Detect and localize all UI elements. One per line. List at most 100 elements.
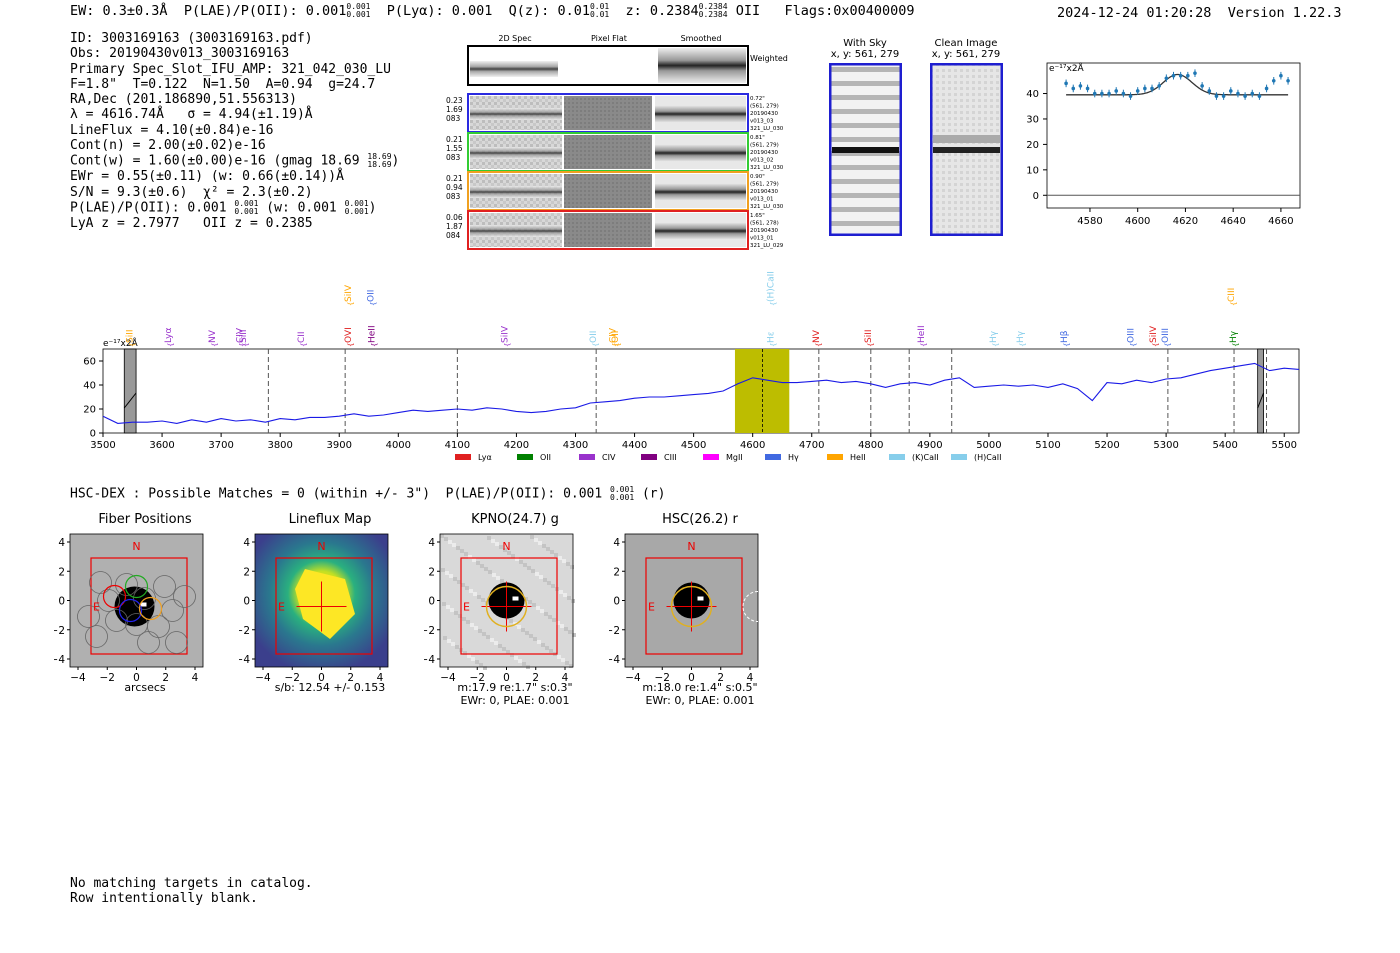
info-lambda: λ = 4616.74Å σ = 4.94(±1.19)Å <box>70 107 313 123</box>
info-id: ID: 3003169163 (3003169163.pdf) <box>70 31 313 46</box>
cutout-y-tick: −4 <box>424 654 435 666</box>
emission-highlight <box>734 349 790 433</box>
cutout-y-tick: 0 <box>243 596 250 608</box>
cutout-y-tick: 4 <box>428 537 435 549</box>
fiber-pixel-flat <box>564 213 652 247</box>
cutout-x-tick: −4 <box>255 672 271 684</box>
legend-label: HeII <box>850 453 866 462</box>
east-label: E <box>93 601 100 614</box>
legend-swatch <box>455 454 471 460</box>
cutout-y-tick: 2 <box>428 566 435 578</box>
info-sn: S/N = 9.3(±0.6) χ² = 2.3(±0.2) <box>70 184 313 200</box>
cutout-xlabel: s/b: 12.54 +/- 0.153 <box>274 681 386 694</box>
cutout-y-tick: 0 <box>58 596 65 608</box>
legend-swatch <box>517 454 533 460</box>
spectrum-x-tick: 3800 <box>267 440 292 451</box>
line-label: NV <box>812 329 822 343</box>
fiber-row-meta: (561, 279) <box>750 104 779 110</box>
line-label: Hγ <box>989 330 999 343</box>
zoom-x-tick: 4640 <box>1220 216 1245 227</box>
cutout-y-tick: 0 <box>428 596 435 608</box>
fiber-row-stat: 0.21 <box>446 135 463 144</box>
north-label: N <box>502 540 510 553</box>
spectrum-x-tick: 5500 <box>1272 440 1297 451</box>
info-lineflux: LineFlux = 4.10(±0.84)e-16 <box>70 122 274 138</box>
legend-swatch <box>827 454 843 460</box>
catalog-note: No matching targets in catalog. Row inte… <box>70 876 313 906</box>
fiber-row-stat: 1.69 <box>446 105 463 114</box>
spectrum-x-tick: 4700 <box>799 440 824 451</box>
fiber-row-stat: 084 <box>446 231 461 240</box>
cutout-x-tick: 4 <box>192 672 199 684</box>
line-label: NV <box>208 329 218 343</box>
cutout-xlabel: arcsecs <box>124 681 166 694</box>
masked-region <box>1257 348 1264 434</box>
zoom-data-point <box>1143 86 1147 91</box>
zoom-data-point <box>1178 73 1183 78</box>
version: Version 1.22.3 <box>1227 5 1342 21</box>
spectrum-x-tick: 4900 <box>917 440 942 451</box>
fiber-row-meta: 0.90" <box>750 174 765 180</box>
cutout-xlabel: m:18.0 re:1.4" s:0.5" <box>642 681 758 694</box>
fiber-row-stat: 0.21 <box>446 174 463 183</box>
ew-value: EW: 0.3±0.3Å <box>70 3 168 19</box>
line-label: CIV <box>609 327 619 343</box>
zoom-data-point <box>1271 79 1276 83</box>
spectrum-x-tick: 3700 <box>208 440 233 451</box>
header-2d-spec: 2D Spec <box>498 34 531 43</box>
cutout-title: Fiber Positions <box>98 512 192 527</box>
cutout-x-tick: 0 <box>133 672 140 684</box>
svg-text:{: { <box>1019 343 1027 347</box>
cutout-x-tick: −4 <box>440 672 456 684</box>
clean-image <box>930 63 1003 236</box>
cutout-y-tick: 0 <box>613 596 620 608</box>
cutout-y-tick: −2 <box>424 625 435 637</box>
line-label: CIV <box>235 327 245 343</box>
cutout-x-tick: 2 <box>717 672 724 684</box>
svg-text:{: { <box>504 343 512 347</box>
cutout-sublabel: EWr: 0, PLAE: 0.001 <box>645 694 755 707</box>
legend-label: Lyα <box>478 453 492 462</box>
zoom-data-point <box>1193 71 1197 75</box>
cutout-sublabel: EWr: 0, PLAE: 0.001 <box>460 694 570 707</box>
line-label: OIII <box>1161 328 1171 343</box>
timestamp: 2024-12-24 01:20:28 <box>1057 5 1212 21</box>
zoom-x-tick: 4620 <box>1173 216 1198 227</box>
line-label: SiIV <box>344 284 354 302</box>
spectrum-x-tick: 4100 <box>445 440 470 451</box>
cutout-x-tick: 2 <box>347 672 354 684</box>
zoom-data-point <box>1164 76 1169 81</box>
legend-swatch <box>703 454 719 460</box>
svg-text:{: { <box>238 343 246 347</box>
spectrum-y-tick: 20 <box>83 405 96 416</box>
cutout-xlabel: m:17.9 re:1.7" s:0.3" <box>457 681 573 694</box>
zoom-unit-label: e⁻¹⁷x2Å <box>1049 62 1085 74</box>
line-label: Hγ <box>1016 330 1026 343</box>
cutout-y-tick: −2 <box>609 625 620 637</box>
legend-label: CIII <box>664 453 677 462</box>
svg-text:{: { <box>347 302 355 306</box>
legend-label: CIV <box>602 453 616 462</box>
line-label: SiII <box>126 329 136 343</box>
fiber-row-stat: 0.23 <box>446 96 463 105</box>
fiber-pixel-flat <box>564 135 652 169</box>
svg-text:{: { <box>1164 343 1172 347</box>
zoom-data-point <box>1064 81 1068 86</box>
spectrum-unit-label: e⁻¹⁷x2Å <box>103 337 139 349</box>
cutout-x-tick: −2 <box>655 672 670 684</box>
catalog-note-line2: Row intentionally blank. <box>70 891 258 906</box>
line-label: Hγ <box>1229 330 1239 343</box>
fiber-row-meta: (561, 279) <box>750 143 779 149</box>
spectrum-y-tick: 0 <box>90 429 96 440</box>
spectrum-x-tick: 4000 <box>386 440 411 451</box>
cutout-y-tick: 4 <box>58 537 65 549</box>
fiber-row-stat: 0.94 <box>446 183 463 192</box>
line-label: SiII <box>239 329 249 343</box>
legend-swatch <box>889 454 905 460</box>
svg-text:{: { <box>1152 343 1160 347</box>
line-label: OII <box>611 331 621 343</box>
line-label: Hε <box>766 331 776 343</box>
qz-value: Q(z): 0.01 <box>508 3 590 19</box>
zoom-data-point <box>1128 94 1133 98</box>
